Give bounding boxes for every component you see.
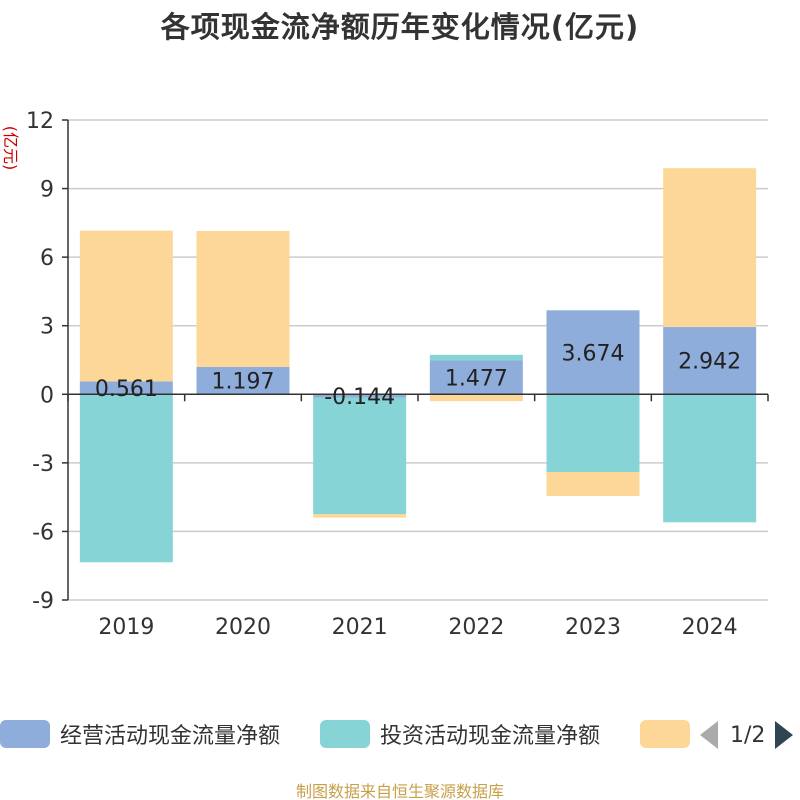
pager-page-number: 1/2	[730, 722, 766, 748]
legend-item-operating[interactable]: 经营活动现金流量净额	[0, 716, 280, 752]
bar-2023-s1	[546, 394, 640, 472]
pager-next-icon[interactable]	[775, 721, 794, 749]
bar-2022-s2	[429, 394, 523, 402]
data-label: 1.197	[212, 370, 275, 395]
bar-2023-s2	[546, 472, 640, 496]
y-tick-label: 3	[40, 315, 54, 340]
legend-item-investing[interactable]: 投资活动现金流量净额	[320, 716, 600, 752]
data-label: 1.477	[445, 366, 508, 391]
bar-2021-s1	[313, 397, 407, 515]
bar-2019-s2	[79, 230, 173, 382]
x-tick-label: 2022	[448, 615, 504, 640]
legend-swatch-operating	[0, 720, 50, 748]
x-tick-label: 2023	[565, 615, 621, 640]
legend: 经营活动现金流量净额 投资活动现金流量净额 1/2	[0, 716, 800, 756]
y-tick-label: 0	[40, 383, 54, 408]
data-label: 3.674	[562, 341, 625, 366]
y-tick-label: -3	[32, 452, 54, 477]
legend-swatch-investing	[320, 720, 370, 748]
legend-swatch-third	[640, 720, 690, 748]
legend-label-operating: 经营活动现金流量净额	[60, 724, 281, 749]
pager-prev-icon[interactable]	[700, 721, 718, 749]
x-tick-label: 2020	[215, 615, 271, 640]
bar-2021-s2	[313, 514, 407, 518]
data-label: 0.561	[95, 377, 158, 402]
data-source-note: 制图数据来自恒生聚源数据库	[295, 782, 504, 800]
bar-2022-s0	[429, 360, 523, 395]
chart-title: 各项现金流净额历年变化情况(亿元)	[160, 10, 640, 44]
bar-2024-s2	[663, 168, 757, 328]
bar-2019-s0	[79, 381, 173, 395]
bar-2023-s0	[546, 310, 640, 395]
data-label: 2.942	[678, 350, 741, 375]
bar-2020-s2	[196, 230, 290, 367]
y-tick-label: -6	[32, 520, 54, 545]
y-tick-label: 6	[40, 246, 54, 271]
bar-2024-s1	[663, 394, 757, 523]
bar-2021-s0	[313, 394, 407, 398]
y-tick-label: 12	[26, 109, 54, 134]
data-label: -0.144	[324, 385, 395, 410]
legend-item-third[interactable]	[640, 716, 700, 752]
x-tick-label: 2021	[332, 615, 388, 640]
bar-2019-s1	[79, 394, 173, 563]
bar-2020-s0	[196, 366, 290, 395]
chart-plot: 12 9 6 3 0 -3 -6 -9 0.561 1.197 -0.144 1.477 3.674 2.…	[26, 109, 769, 640]
y-tick-label: 9	[40, 178, 54, 203]
legend-label-investing: 投资活动现金流量净额	[380, 724, 601, 749]
bar-2024-s0	[663, 327, 757, 395]
legend-pager: 1/2	[700, 718, 794, 752]
x-tick-label: 2024	[682, 615, 738, 640]
y-tick-label: -9	[32, 589, 54, 614]
bar-2022-s1	[429, 354, 523, 361]
x-tick-label: 2019	[98, 615, 154, 640]
